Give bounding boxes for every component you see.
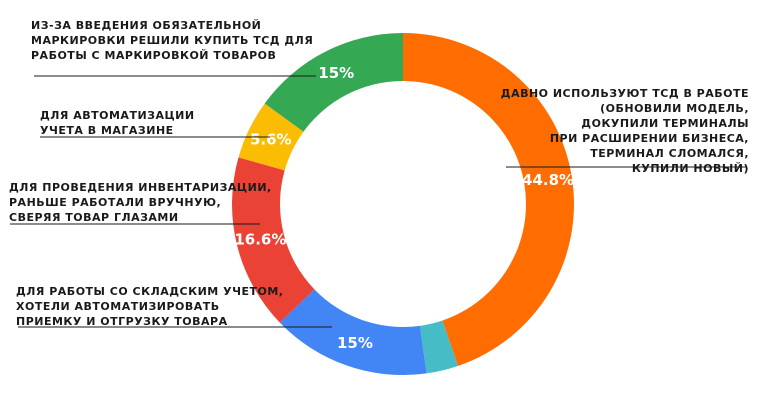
percent-label-3: 15% [337,334,373,352]
category-label-marking: Из-за введения обязательной маркировки р… [31,19,314,62]
donut-slice-5 [238,103,304,171]
donut-slice-3 [279,289,427,375]
donut-slice-2 [419,320,458,374]
leader-lines [10,75,746,328]
donut-slices [232,33,574,375]
category-label-inventory: Для проведения инвентаризации, раньше ра… [9,181,272,224]
percent-label-4: 16.6% [234,231,286,249]
donut-slice-4 [232,157,315,323]
category-label-using: Давно используют ТСД в работе (обновили … [500,87,749,175]
percent-label-5: 5.6% [250,131,292,149]
percent-label-6: 15% [318,64,354,82]
percent-labels: 44.8% 15% 16.6% 5.6% 15% [234,64,574,352]
category-label-automation: Для автоматизации учета в магазине [40,109,195,137]
donut-slice-6 [264,33,403,132]
donut-slice-1 [403,33,574,366]
category-label-warehouse: Для работы со складским учетом, хотели а… [16,285,284,328]
percent-label-1: 44.8% [522,171,574,189]
